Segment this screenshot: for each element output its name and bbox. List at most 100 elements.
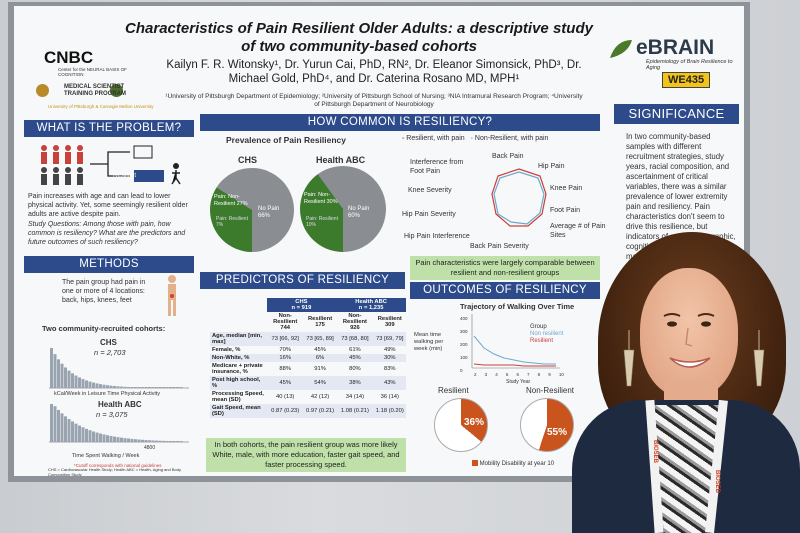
histogram-bar — [158, 440, 162, 442]
table-cell: 61% — [349, 347, 361, 353]
table-cell: 42 (12) — [310, 394, 330, 400]
histogram-bar — [102, 384, 106, 388]
table-row: Medicare + private insurance, % 88% 91% … — [210, 362, 406, 376]
x-tick: 3 — [484, 372, 488, 377]
cmu-seal-icon — [110, 84, 123, 97]
predictors-table: CHS n = 919 Health ABC n = 1,235 Non-Resil… — [210, 298, 406, 418]
trajectory-y-ticks: 400 300 200 100 0 — [460, 312, 472, 377]
group-nonresilient: Non resilient — [530, 331, 564, 337]
trajectory-chart — [471, 314, 560, 369]
mstp-logo: MEDICAL SCIENTIST TRAINING PROGRAM — [64, 84, 126, 97]
histogram-bar — [99, 384, 102, 388]
chs-no-pain-label: No Pain 66% — [258, 206, 280, 219]
histogram-bar — [134, 439, 137, 442]
cutoff-footnote: *Cutoff corresponds with national guidel… — [74, 463, 162, 468]
histogram-bar — [74, 423, 78, 442]
table-cell: 43% — [373, 376, 406, 390]
histogram-bar — [81, 427, 85, 442]
table-cell: 73 [68, 80] — [336, 332, 374, 346]
histogram-bar — [165, 440, 169, 442]
resilient-disability-pie — [434, 398, 488, 452]
table-col-header: Resilient 309 — [377, 316, 402, 328]
trajectory-x-ticks: 2 3 4 5 6 7 8 9 10 — [474, 370, 564, 379]
table-cell: 45% — [336, 354, 374, 362]
x-tick: 7 — [527, 372, 530, 377]
x-tick: 2 — [474, 372, 477, 377]
poster-number-badge: WE435 — [662, 72, 711, 88]
histogram-bar — [141, 387, 144, 388]
histogram-bar — [57, 409, 60, 442]
legend-red-dash: - — [402, 135, 407, 142]
histogram-bar — [158, 387, 162, 388]
table-habc-header: Health ABC n = 1,235 — [336, 298, 406, 312]
x-tick: 6 — [516, 372, 519, 377]
chs-resilient-label: Pain: Resilient 7% — [216, 216, 248, 228]
row-label: Gait Speed, mean (SD) — [210, 404, 267, 418]
resilient-disability-pct: 36% — [464, 417, 485, 428]
chs-histogram — [49, 348, 189, 389]
histogram-bar — [123, 438, 127, 442]
row-label: Medicare + private insurance, % — [212, 363, 263, 375]
left-earring — [623, 330, 635, 387]
ebrain-logo: eBRAIN — [636, 36, 715, 59]
how-common-header: HOW COMMON IS RESILIENCY? — [200, 114, 600, 131]
histogram-bar — [88, 381, 92, 388]
people-resilient-icon — [41, 145, 181, 185]
histogram-bar — [60, 363, 64, 388]
histogram-bar — [71, 421, 74, 442]
poster: CNBC Center for the NEURAL BASIS OF COGN… — [14, 6, 744, 476]
radar-label-avg-sites: Average # of Pain Sites — [550, 223, 606, 239]
right-earring — [753, 330, 765, 387]
habc-pie-label: Health ABC — [316, 155, 366, 165]
table-cell: 73 [69, 79] — [373, 332, 406, 346]
radar-label-hip-interference: Hip Pain Interference — [404, 233, 470, 240]
outcomes-header: OUTCOMES OF RESILIENCY — [410, 282, 600, 299]
histogram-bar — [116, 386, 120, 388]
chs-histogram-axis: kCal/Week in Leisure Time Physical Activ… — [54, 391, 160, 397]
predictors-note: In both cohorts, the pain resilient grou… — [206, 438, 406, 472]
presenter-face — [640, 268, 738, 398]
table-cell: 83% — [383, 366, 396, 372]
histogram-bar — [50, 348, 53, 388]
trajectory-y-label: Mean time walking per week (min) — [414, 332, 444, 352]
table-row: Gait Speed, mean (SD) 0.87 (0.23) 0.97 (… — [210, 404, 406, 418]
trajectory-group-legend: Group Non resilient Resilient — [530, 324, 563, 345]
table-cell: 1.08 (0.21) — [336, 404, 374, 418]
histogram-bar — [67, 419, 71, 442]
university-seal-icon — [36, 84, 49, 97]
trajectory-x-label: Study Year — [506, 379, 531, 385]
histogram-bar — [130, 387, 134, 388]
histogram-bar — [127, 386, 130, 388]
histogram-bar — [165, 387, 169, 388]
habc-histogram — [49, 404, 189, 443]
habc-nonresilient-label: Pain: Non-Resilient 30% — [304, 192, 338, 205]
histogram-bar — [53, 406, 57, 442]
poster-title: Characteristics of Pain Resilient Older … — [125, 20, 593, 55]
significance-header: SIGNIFICANCE — [614, 104, 739, 124]
histogram-bar — [172, 441, 176, 442]
table-row: Non-White, % 16% 6% 45% 30% — [210, 354, 406, 362]
y-tick: 100 — [460, 355, 468, 360]
poster-authors: Kailyn F. R. Witonsky¹, Dr. Yurun Cai, P… — [166, 59, 582, 85]
table-col-header: Non-Resilient 744 — [273, 313, 298, 331]
chs-nonresilient-label: Pain: Non-Resilient 27% — [214, 194, 248, 207]
radar-label-foot-interference: Interference from Foot Pain — [410, 159, 464, 175]
y-tick: 0 — [460, 368, 463, 373]
table-cell: 40 (13) — [276, 394, 295, 400]
table-cell: 73 [66, 92] — [266, 332, 304, 346]
table-col-header: Resilient 175 — [307, 316, 333, 328]
y-tick: 400 — [460, 316, 468, 321]
table-chs-n: n = 919 — [291, 305, 312, 311]
trajectory-title: Trajectory of Walking Over Time — [460, 302, 575, 311]
histogram-bar — [53, 354, 57, 388]
row-label: Age, median [min, max] — [210, 332, 267, 346]
histogram-bar — [85, 428, 88, 442]
histogram-bar — [144, 387, 148, 388]
table-cell: 0.87 (0.23) — [266, 404, 304, 418]
lanyard-text-2: BIOSEB — [714, 470, 720, 494]
histogram-bar — [60, 413, 64, 442]
legend-swatch — [472, 460, 478, 467]
problem-header: WHAT IS THE PROBLEM? — [24, 120, 194, 137]
histogram-bar — [109, 385, 113, 388]
histogram-bar — [92, 431, 95, 442]
